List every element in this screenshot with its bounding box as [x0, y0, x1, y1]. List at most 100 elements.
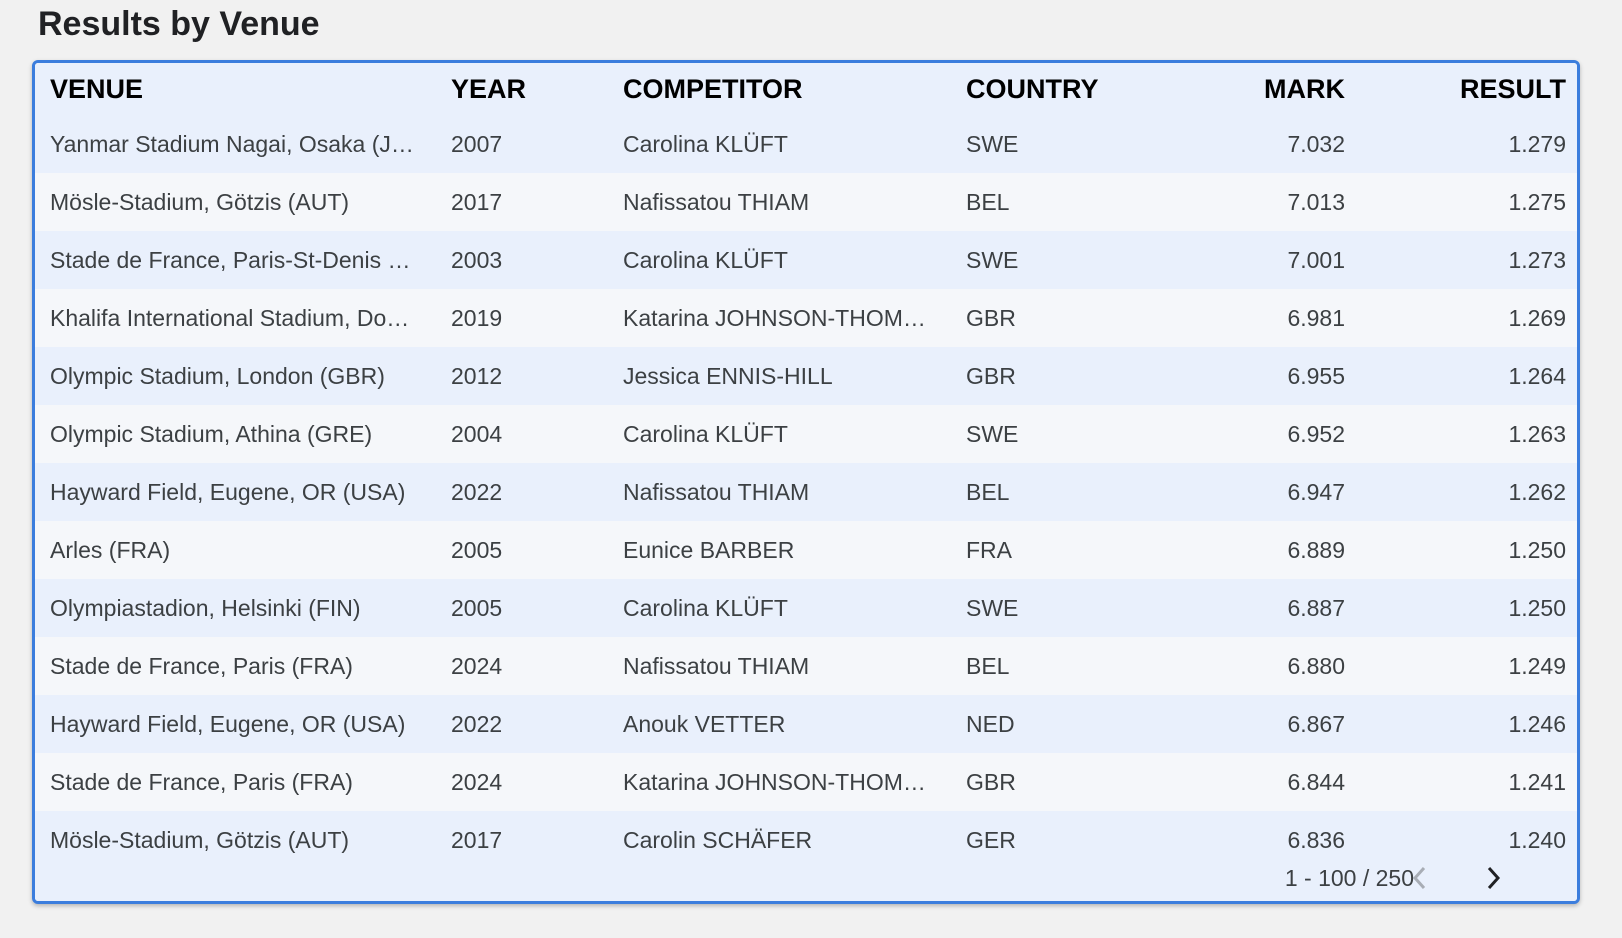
table-cell: Eunice BARBER	[623, 536, 795, 563]
table-cell: Stade de France, Paris-St-Denis …	[50, 246, 411, 273]
table-cell: Mösle-Stadium, Götzis (AUT)	[50, 826, 350, 853]
table-cell: 2024	[451, 652, 503, 679]
pagination-label: 1 - 100 / 250	[1284, 864, 1414, 891]
table-cell: 6.887	[1287, 594, 1345, 621]
table-cell: Nafissatou THIAM	[623, 478, 810, 505]
table-cell: 1.279	[1508, 130, 1566, 157]
table-cell: 1.250	[1508, 594, 1566, 621]
table-cell: Carolina KLÜFT	[623, 246, 788, 273]
prev-page-button[interactable]	[1405, 863, 1435, 893]
table-body: Yanmar Stadium Nagai, Osaka (J… 2007 Carol…	[35, 115, 1577, 855]
column-header: VENUE	[50, 73, 144, 104]
table-row: Olympic Stadium, Athina (GRE) 2004 Carolin…	[35, 405, 1577, 463]
table-cell: Olympic Stadium, London (GBR)	[50, 362, 385, 389]
table-cell: 6.889	[1287, 536, 1345, 563]
table-footer: 1 - 100 / 250	[35, 855, 1577, 901]
table-cell: 1.273	[1508, 246, 1566, 273]
table-cell: Katarina JOHNSON-THOM…	[623, 304, 926, 331]
table-cell: Stade de France, Paris (FRA)	[50, 768, 353, 795]
table-cell: 6.947	[1287, 478, 1345, 505]
table-cell: 6.867	[1287, 710, 1345, 737]
table-cell: Carolina KLÜFT	[623, 594, 788, 621]
title: Results by Venue	[38, 5, 320, 43]
table-cell: 6.880	[1287, 652, 1345, 679]
table-cell: 2005	[451, 594, 503, 621]
table-cell: 2022	[451, 710, 503, 737]
table-cell: 1.264	[1508, 362, 1566, 389]
table-cell: 2004	[451, 420, 503, 447]
table-cell: Arles (FRA)	[50, 536, 171, 563]
table-cell: FRA	[966, 536, 1012, 563]
table-cell: 7.001	[1287, 246, 1345, 273]
table-cell: SWE	[966, 246, 1019, 273]
table-row: Hayward Field, Eugene, OR (USA) 2022 Anouk…	[35, 695, 1577, 753]
table-cell: Carolin SCHÄFER	[623, 826, 813, 853]
table-row: Stade de France, Paris-St-Denis … 2003 Car…	[35, 231, 1577, 289]
table-cell: 1.241	[1508, 768, 1566, 795]
table-cell: Katarina JOHNSON-THOM…	[623, 768, 926, 795]
table-cell: Olympiastadion, Helsinki (FIN)	[50, 594, 361, 621]
table-cell: Mösle-Stadium, Götzis (AUT)	[50, 188, 350, 215]
table-cell: 1.250	[1508, 536, 1566, 563]
table-cell: 2003	[451, 246, 503, 273]
table-row: Olympiastadion, Helsinki (FIN) 2005 Caroli…	[35, 579, 1577, 637]
table-cell: Carolina KLÜFT	[623, 130, 788, 157]
table-cell: Hayward Field, Eugene, OR (USA)	[50, 710, 406, 737]
table-cell: 2012	[451, 362, 503, 389]
table-cell: GBR	[966, 304, 1016, 331]
table-cell: 7.032	[1287, 130, 1345, 157]
table-cell: 6.844	[1287, 768, 1345, 795]
table-cell: 2007	[451, 130, 503, 157]
table-cell: Anouk VETTER	[623, 710, 786, 737]
table-cell: 2017	[451, 188, 503, 215]
table-row: Mösle-Stadium, Götzis (AUT) 2017 Carolin S…	[35, 811, 1577, 855]
table-cell: 7.013	[1287, 188, 1345, 215]
next-page-button[interactable]	[1478, 863, 1508, 893]
column-header: COUNTRY	[966, 73, 1099, 104]
table-cell: 1.240	[1508, 826, 1566, 853]
table-cell: Olympic Stadium, Athina (GRE)	[50, 420, 373, 447]
table-cell: 2005	[451, 536, 503, 563]
table-cell: Nafissatou THIAM	[623, 188, 810, 215]
table-row: Olympic Stadium, London (GBR) 2012 Jessica…	[35, 347, 1577, 405]
table-cell: 1.275	[1508, 188, 1566, 215]
table-cell: Jessica ENNIS-HILL	[623, 362, 833, 389]
table-cell: 1.262	[1508, 478, 1566, 505]
table-row: Yanmar Stadium Nagai, Osaka (J… 2007 Carol…	[35, 115, 1577, 173]
column-header: MARK	[1264, 73, 1345, 104]
table-cell: SWE	[966, 594, 1019, 621]
table-cell: Nafissatou THIAM	[623, 652, 810, 679]
table-row: Hayward Field, Eugene, OR (USA) 2022 Nafis…	[35, 463, 1577, 521]
table-cell: 1.269	[1508, 304, 1566, 331]
table-cell: 2017	[451, 826, 503, 853]
table-cell: NED	[966, 710, 1015, 737]
header-row: VENUE YEAR COMPETITOR COUNTRY MARK RESULT	[35, 63, 1577, 115]
table-cell: 2024	[451, 768, 503, 795]
column-header: YEAR	[451, 73, 527, 104]
table-cell: GBR	[966, 768, 1016, 795]
table-cell: 6.955	[1287, 362, 1345, 389]
table-row: Stade de France, Paris (FRA) 2024 Nafissat…	[35, 637, 1577, 695]
table-row: Khalifa International Stadium, Do… 2019 Ka…	[35, 289, 1577, 347]
table-row: Arles (FRA) 2005 Eunice BARBER FRA 6.889 1.25…	[35, 521, 1577, 579]
table-cell: Stade de France, Paris (FRA)	[50, 652, 353, 679]
table-cell: Khalifa International Stadium, Do…	[50, 304, 410, 331]
table-cell: 2019	[451, 304, 503, 331]
table-cell: GBR	[966, 362, 1016, 389]
table: VENUE YEAR COMPETITOR COUNTRY MARK RESULT Yan…	[32, 60, 1580, 904]
table-cell: Hayward Field, Eugene, OR (USA)	[50, 478, 406, 505]
table-cell: Yanmar Stadium Nagai, Osaka (J…	[50, 130, 414, 157]
table-cell: BEL	[966, 652, 1010, 679]
table-cell: 2022	[451, 478, 503, 505]
table-cell: 6.836	[1287, 826, 1345, 853]
table-cell: 6.952	[1287, 420, 1345, 447]
table-cell: SWE	[966, 420, 1019, 447]
table-cell: 1.249	[1508, 652, 1566, 679]
table-cell: BEL	[966, 188, 1010, 215]
table-cell: Carolina KLÜFT	[623, 420, 788, 447]
column-header: COMPETITOR	[623, 73, 803, 104]
table-cell: 6.981	[1287, 304, 1345, 331]
table-cell: BEL	[966, 478, 1010, 505]
table-cell: 1.263	[1508, 420, 1566, 447]
